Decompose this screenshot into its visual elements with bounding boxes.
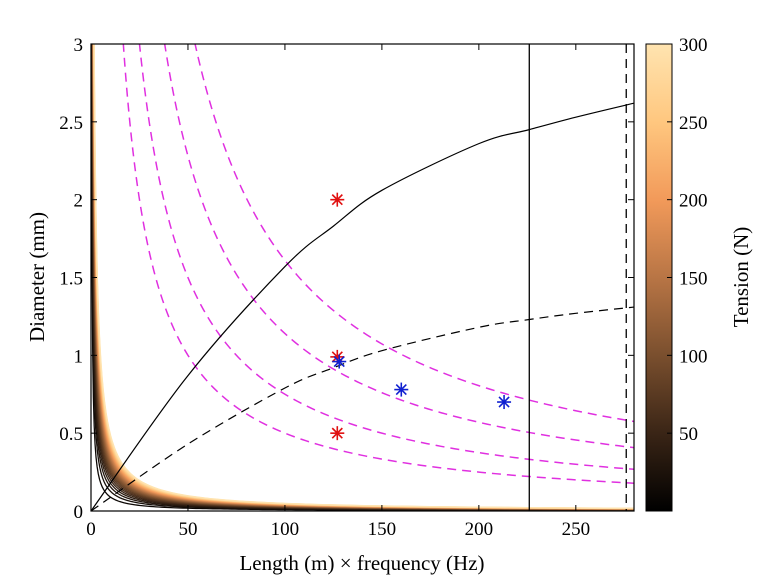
tension-curve-210 <box>93 44 634 510</box>
x-tick-label: 50 <box>178 519 197 540</box>
tension-curve-70 <box>91 44 634 511</box>
colorbar-tick-label: 250 <box>679 113 708 134</box>
x-tick-label: 200 <box>465 519 494 540</box>
y-tick-label: 1.5 <box>59 269 83 290</box>
y-tick-label: 2.5 <box>59 113 83 134</box>
red-marker-1 <box>330 192 345 207</box>
tension-curve-260 <box>93 44 634 510</box>
tension-curve-150 <box>92 44 634 510</box>
tension-curve-100 <box>92 44 634 511</box>
y-axis-label: Diameter (mm) <box>25 212 49 342</box>
tension-curve-90 <box>92 44 634 511</box>
tension-curve-230 <box>93 44 634 510</box>
tension-curve-20 <box>91 44 634 511</box>
colorbar-ticks: 50 100 150 200 250 300 <box>667 35 708 445</box>
tension-curve-160 <box>92 44 634 510</box>
colorbar-label: Tension (N) <box>729 227 753 328</box>
y-tick-label: 2 <box>74 191 84 212</box>
y-tick-label: 0 <box>74 502 84 523</box>
tension-curve-200 <box>92 44 634 510</box>
colorbar-tick-label: 100 <box>679 346 708 367</box>
tension-curve-80 <box>91 44 634 511</box>
x-tick-label: 250 <box>562 519 591 540</box>
red-marker-3 <box>330 426 345 441</box>
colorbar-tick-label: 50 <box>679 424 698 445</box>
tension-curve-300 <box>93 44 634 509</box>
dashed-curve-2 <box>138 44 634 471</box>
tension-curve-190 <box>92 44 634 510</box>
colorbar-tick-label: 150 <box>679 269 708 290</box>
tension-curve-140 <box>92 44 634 510</box>
rising-curve-solid <box>91 102 634 511</box>
plot-curves <box>91 44 634 511</box>
tension-curve-170 <box>92 44 634 510</box>
rising-curve-dashed <box>91 306 634 511</box>
y-tick-label: 0.5 <box>59 424 83 445</box>
tension-curve-50 <box>91 44 634 511</box>
x-axis-label: Length (m) × frequency (Hz) <box>239 551 484 575</box>
colorbar-tick-label: 300 <box>679 35 708 56</box>
x-axis-ticks: 0 50 100 150 200 250 <box>86 44 590 540</box>
tension-curve-220 <box>93 44 634 510</box>
x-tick-label: 100 <box>271 519 300 540</box>
blue-marker-3 <box>497 395 512 410</box>
blue-marker-2 <box>394 382 409 397</box>
tension-curve-30 <box>91 44 634 511</box>
tension-curve-270 <box>93 44 634 510</box>
y-tick-label: 3 <box>74 35 84 56</box>
blue-marker-1 <box>332 354 347 369</box>
tension-curve-280 <box>93 44 634 510</box>
tension-curve-130 <box>92 44 634 510</box>
tension-curve-120 <box>92 44 634 510</box>
y-tick-label: 1 <box>74 346 84 367</box>
dashed-curve-3 <box>163 44 634 449</box>
tension-curve-250 <box>93 44 634 510</box>
tension-curve-240 <box>93 44 634 510</box>
tension-curve-180 <box>92 44 634 510</box>
dashed-curve-4 <box>194 44 634 423</box>
tension-curve-110 <box>92 44 634 510</box>
x-tick-label: 0 <box>86 519 96 540</box>
plot-area-frame <box>90 43 635 512</box>
x-tick-label: 150 <box>368 519 397 540</box>
plot-markers <box>330 192 512 441</box>
tension-curve-40 <box>91 44 634 511</box>
colorbar-tick-label: 200 <box>679 191 708 212</box>
tension-curve-290 <box>93 44 634 509</box>
tension-curve-60 <box>91 44 634 511</box>
dashed-curve-1 <box>122 44 634 484</box>
y-axis-ticks: 0 0.5 1 1.5 2 2.5 3 <box>59 35 634 523</box>
